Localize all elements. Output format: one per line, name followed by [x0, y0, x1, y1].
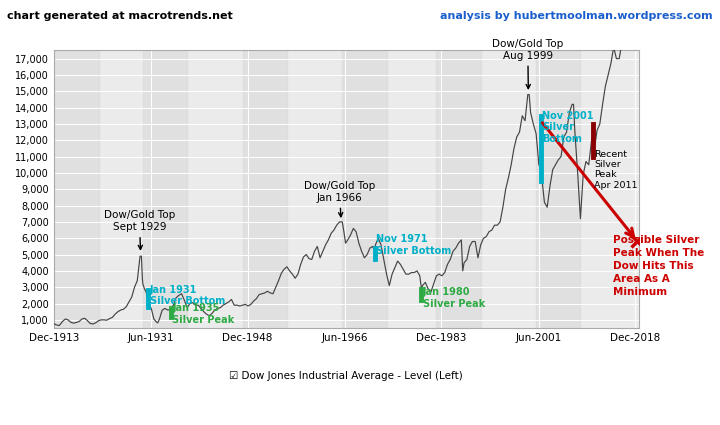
- Text: Nov 1971
Silver Bottom: Nov 1971 Silver Bottom: [376, 234, 451, 255]
- Bar: [342, 51, 387, 328]
- Text: Dow/Gold Top
Jan 1966: Dow/Gold Top Jan 1966: [304, 181, 375, 217]
- Text: ☑ Dow Jones Industrial Average - Level (Left): ☑ Dow Jones Industrial Average - Level (…: [229, 371, 463, 381]
- Text: Dow/Gold Top
Aug 1999: Dow/Gold Top Aug 1999: [492, 39, 564, 88]
- Text: Jan 1935
Silver Peak: Jan 1935 Silver Peak: [172, 303, 235, 325]
- Text: Dow/Gold Top
Sept 1929: Dow/Gold Top Sept 1929: [104, 210, 175, 249]
- Text: Possible Silver
Peak When The
Dow Hits This
Area As A
Minimum: Possible Silver Peak When The Dow Hits T…: [613, 235, 704, 298]
- Text: chart generated at macrotrends.net: chart generated at macrotrends.net: [7, 11, 233, 21]
- Text: Jan 1931
Silver Bottom: Jan 1931 Silver Bottom: [150, 285, 225, 306]
- Text: analysis by hubertmoolman.wordpress.com: analysis by hubertmoolman.wordpress.com: [440, 11, 713, 21]
- Text: Nov 2001
Silver
Bottom: Nov 2001 Silver Bottom: [542, 110, 594, 144]
- Text: Recent
Silver
Peak
Apr 2011: Recent Silver Peak Apr 2011: [594, 150, 638, 190]
- Bar: [143, 51, 187, 328]
- Bar: [54, 51, 99, 328]
- Text: Jan 1980
Silver Peak: Jan 1980 Silver Peak: [423, 287, 485, 309]
- Bar: [536, 51, 580, 328]
- Bar: [243, 51, 287, 328]
- Bar: [436, 51, 481, 328]
